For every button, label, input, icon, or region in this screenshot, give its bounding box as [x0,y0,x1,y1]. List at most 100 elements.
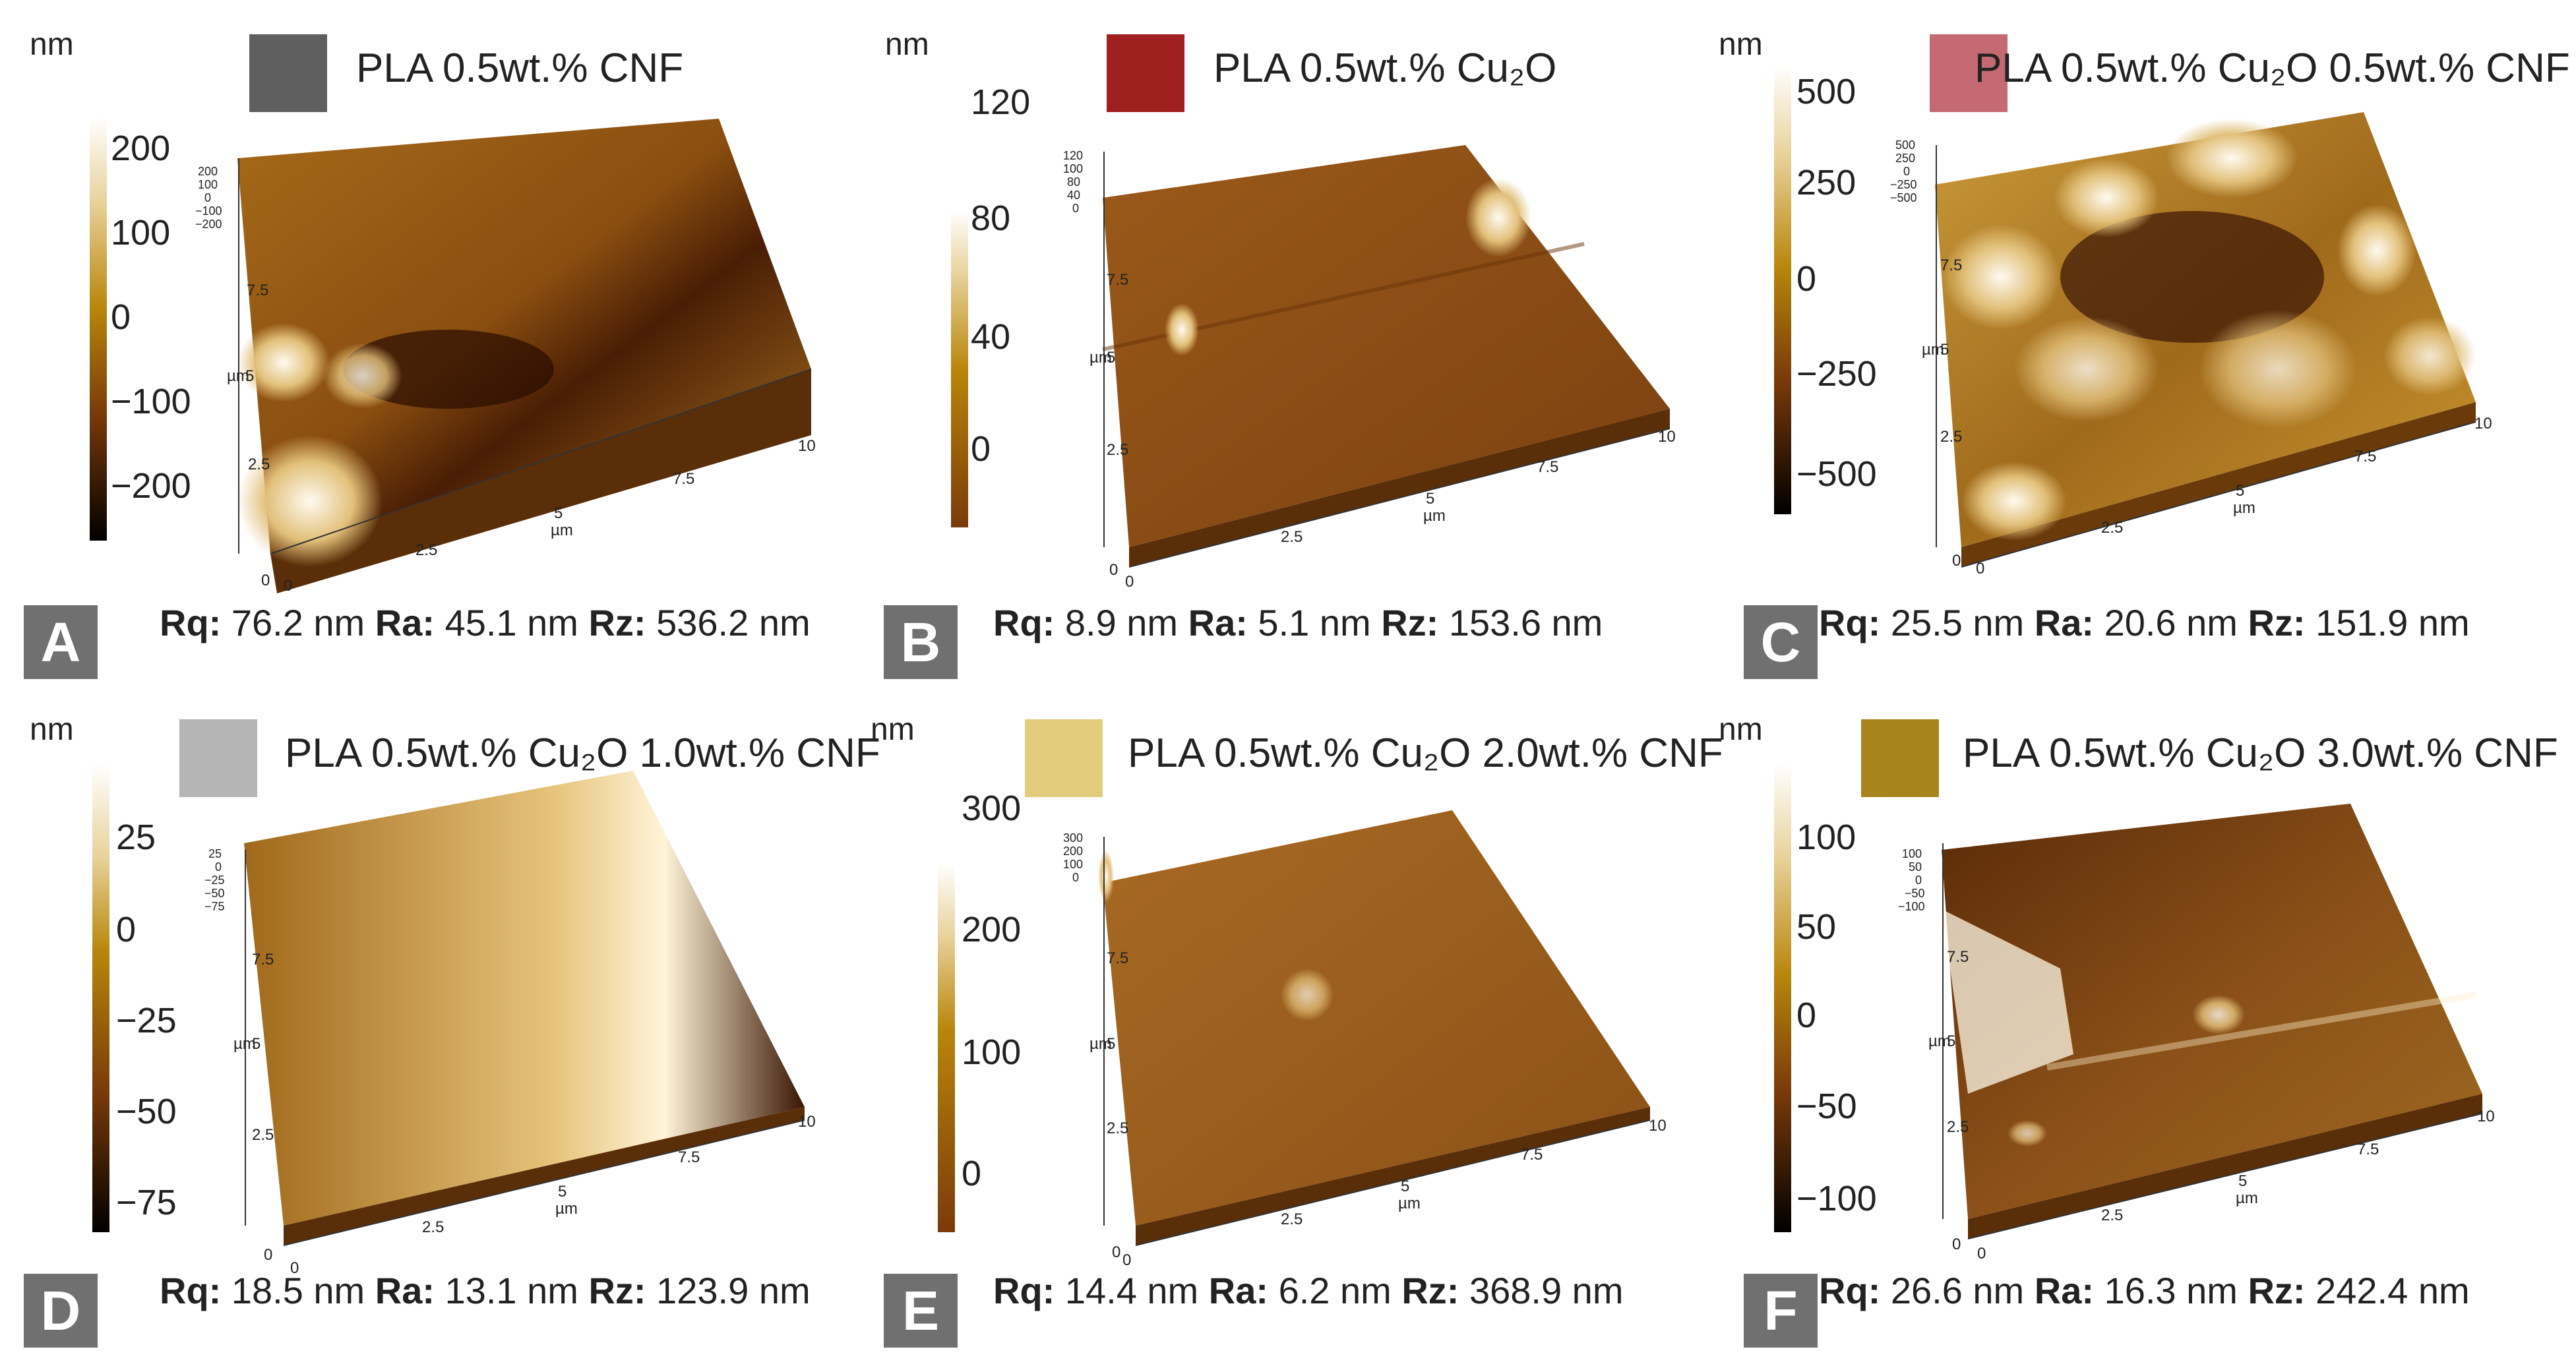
rz-value: 153.6 nm [1448,602,1603,643]
panel-b: nm PLA 0.5wt.% Cu₂O 120 80 40 0 120 100 … [859,0,1717,685]
x-axis-tick: 7.5 [678,1148,700,1166]
legend-swatch [1107,34,1184,112]
colorbar-tick-label: −200 [111,466,191,506]
x-axis-tick: 10 [2474,415,2492,432]
y-axis-tick: 5 [1107,1035,1115,1053]
height-axis-tick: 500 [1895,138,1915,152]
colorbar-tick-label: 25 [116,818,156,857]
panel-letter-badge: A [24,605,98,679]
colorbar-tick-label: −100 [111,382,191,421]
x-axis-unit: µm [555,1200,578,1218]
height-colorbar [90,117,107,541]
colorbar-tick-label: 0 [116,910,137,949]
colorbar-tick-label: −50 [1796,1087,1857,1126]
x-axis-tick: 2.5 [422,1218,444,1236]
colorbar-tick-label: 300 [962,789,1022,828]
colorbar-tick-label: 40 [971,317,1011,357]
height-colorbar [92,764,109,1232]
y-axis-tick: 0 [261,572,270,589]
rq-value: 8.9 nm [1064,602,1179,643]
y-axis-unit: µm [1928,1032,1951,1050]
roughness-stats: Rq: 8.9 nm Ra: 5.1 nm Rz: 153.6 nm [993,601,1603,644]
ra-label: Ra: [375,602,435,643]
x-axis-tick: 2.5 [1281,1210,1303,1228]
rz-value: 242.4 nm [2315,1270,2470,1311]
rz-label: Rz: [588,1270,646,1311]
x-axis-tick: 0 [1125,573,1134,591]
colorbar-tick-label: 100 [1796,818,1856,857]
afm-3d-surface: 300 200 100 0 0 2.5 5 µm 7.5 10 0 2.5 5 … [1063,810,1667,1269]
colorbar-tick-label: −500 [1796,454,1877,494]
height-axis-tick: 100 [1063,858,1083,871]
rq-label: Rq: [1819,602,1881,643]
colorbar-unit-label: nm [885,27,929,62]
x-axis-tick: 0 [1122,1251,1131,1269]
y-axis-tick: 7.5 [1947,948,1969,966]
y-axis-tick: 7.5 [1940,256,1962,274]
afm-3d-surface: 120 100 80 40 0 0 2.5 5 µm 7.5 10 0 2.5 … [1063,145,1676,591]
rq-label: Rq: [1819,1270,1881,1311]
ra-value: 5.1 nm [1258,602,1371,643]
x-axis-tick: 5 [1426,490,1434,508]
y-axis-tick: 0 [1109,561,1118,579]
colorbar-tick-label: −75 [116,1183,177,1222]
x-axis-unit: µm [1398,1195,1421,1212]
panel-letter-badge: D [24,1274,98,1348]
y-axis-tick: 7.5 [247,282,268,299]
y-axis-tick: 2.5 [1107,1119,1128,1137]
legend-swatch [1861,719,1939,797]
roughness-stats: Rq: 14.4 nm Ra: 6.2 nm Rz: 368.9 nm [993,1269,1623,1312]
y-axis-tick: 5 [1107,349,1115,367]
y-axis-tick: 0 [264,1246,272,1264]
ra-value: 13.1 nm [445,1270,578,1311]
x-axis-tick: 10 [2477,1108,2495,1125]
y-axis-tick: 5 [252,1035,261,1053]
panel-a: nm PLA 0.5wt.% CNF 200 100 0 −100 −200 2… [0,0,859,685]
colorbar-unit-label: nm [1719,712,1763,747]
ra-value: 6.2 nm [1278,1270,1392,1311]
height-axis-tick: 0 [1072,871,1079,884]
height-colorbar [1774,66,1791,514]
panel-letter-badge: F [1744,1274,1818,1348]
colorbar-unit-label: nm [871,712,915,747]
ra-label: Ra: [2034,1270,2094,1311]
height-axis-tick: −200 [195,218,222,231]
panel-d: nm PLA 0.5wt.% Cu₂O 1.0wt.% CNF 25 0 −25… [0,685,880,1370]
x-axis-tick: 5 [2238,1172,2247,1190]
height-axis-tick: 40 [1067,189,1080,202]
x-axis-tick: 10 [798,437,816,455]
legend-swatch [1930,34,2008,112]
rq-value: 26.6 nm [1890,1270,2025,1311]
y-axis-tick: 7.5 [252,951,274,968]
x-axis-tick: 0 [284,577,292,593]
rz-value: 151.9 nm [2315,602,2470,643]
x-axis-tick: 2.5 [415,541,437,559]
x-axis-unit: µm [2233,499,2255,517]
colorbar-tick-label: −100 [1796,1179,1877,1218]
roughness-stats: Rq: 76.2 nm Ra: 45.1 nm Rz: 536.2 nm [160,601,811,644]
y-axis-tick: 5 [1940,341,1949,359]
y-axis-unit: µm [1089,349,1112,367]
rz-label: Rz: [588,602,646,643]
x-axis-tick: 7.5 [2357,1141,2379,1158]
colorbar-tick-label: 500 [1796,72,1856,111]
height-axis-tick: −50 [204,887,225,900]
legend-swatch [1025,719,1103,797]
colorbar-unit-label: nm [1719,27,1763,62]
x-axis-tick: 5 [558,1183,567,1201]
height-axis-tick: −500 [1890,191,1917,204]
panel-f: nm PLA 0.5wt.% Cu₂O 3.0wt.% CNF 100 50 0… [1717,685,2576,1370]
ra-value: 45.1 nm [445,602,578,643]
y-axis-tick: 2.5 [1940,428,1962,446]
panel-letter-badge: C [1744,605,1818,679]
ra-label: Ra: [1208,1270,1268,1311]
colorbar-tick-label: 100 [962,1032,1022,1072]
x-axis-tick: 0 [1977,1245,1986,1263]
panel-letter-badge: E [884,1274,958,1348]
height-axis-tick: 120 [1063,149,1083,162]
colorbar-tick-label: 50 [1796,907,1837,947]
colorbar-tick-label: 100 [111,213,171,253]
x-axis-unit: µm [551,521,573,539]
height-axis-tick: 100 [198,178,218,191]
rq-value: 18.5 nm [231,1270,365,1311]
